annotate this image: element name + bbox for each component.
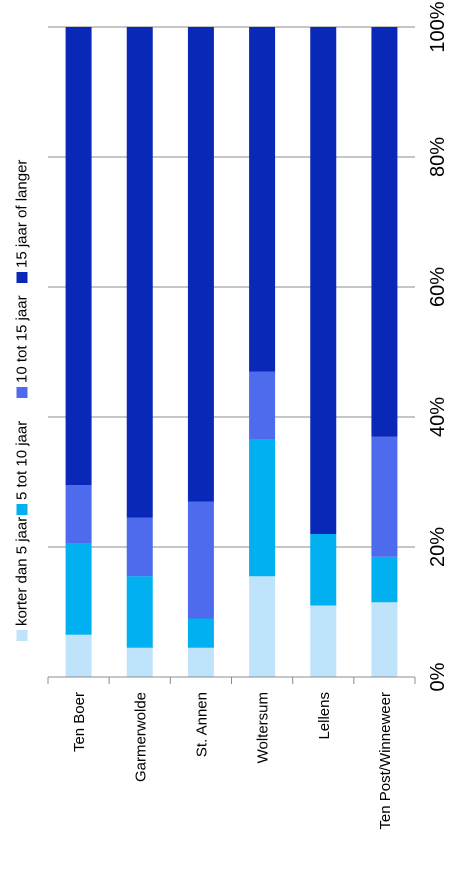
bar-segment — [187, 501, 214, 619]
legend-swatch — [16, 387, 28, 398]
legend-label: korter dan 5 jaar — [14, 517, 31, 626]
bar-segment — [249, 371, 276, 440]
bar-segment — [65, 634, 92, 677]
bar-segment — [187, 618, 214, 648]
category-label: Lellens — [316, 692, 333, 740]
value-tick-label: 0% — [427, 662, 449, 691]
bar-segment — [187, 27, 214, 502]
bars — [65, 27, 398, 677]
value-tick-label: 80% — [427, 137, 449, 177]
bar-segment — [126, 517, 153, 577]
category-label: Garmerwolde — [132, 692, 149, 782]
legend-swatch — [16, 272, 28, 283]
legend-swatch — [16, 630, 28, 641]
bar-segment — [249, 27, 276, 372]
category-labels: Ten Boer Garmerwolde St. Annen Woltersum Lel… — [71, 692, 394, 830]
bar-segment — [371, 27, 398, 437]
value-tick-label: 60% — [427, 267, 449, 307]
bar-segment — [126, 647, 153, 677]
bar-segment — [65, 543, 92, 635]
bar-segment — [310, 27, 337, 534]
bar-segment — [65, 27, 92, 486]
legend-swatch — [16, 504, 28, 515]
bar-segment — [310, 534, 337, 606]
category-label: Ten Boer — [71, 692, 88, 752]
category-label: Ten Post/Winneweer — [377, 692, 394, 830]
gridlines — [48, 26, 415, 548]
bar-segment — [126, 27, 153, 518]
legend: korter dan 5 jaar 5 tot 10 jaar 10 tot 15 … — [14, 160, 31, 641]
value-tick-labels: 0% 20% 40% 60% 80% 100% — [427, 1, 449, 691]
bar-segment — [126, 576, 153, 648]
category-label: St. Annen — [193, 692, 210, 757]
category-label: Woltersum — [255, 692, 272, 763]
bar-segment — [371, 436, 398, 557]
bar-segment — [310, 605, 337, 677]
bar-segment — [371, 556, 398, 603]
legend-label: 10 tot 15 jaar — [14, 295, 31, 383]
bar-segment — [249, 439, 276, 577]
legend-label: 5 tot 10 jaar — [14, 421, 31, 500]
legend-label: 15 jaar of langer — [14, 160, 31, 268]
axes — [47, 676, 416, 684]
bar-segment — [187, 647, 214, 677]
bar-segment — [371, 602, 398, 677]
value-tick-label: 100% — [427, 1, 449, 52]
bar-segment — [249, 576, 276, 677]
bar-segment — [65, 485, 92, 544]
value-tick-label: 20% — [427, 527, 449, 567]
value-tick-label: 40% — [427, 397, 449, 437]
